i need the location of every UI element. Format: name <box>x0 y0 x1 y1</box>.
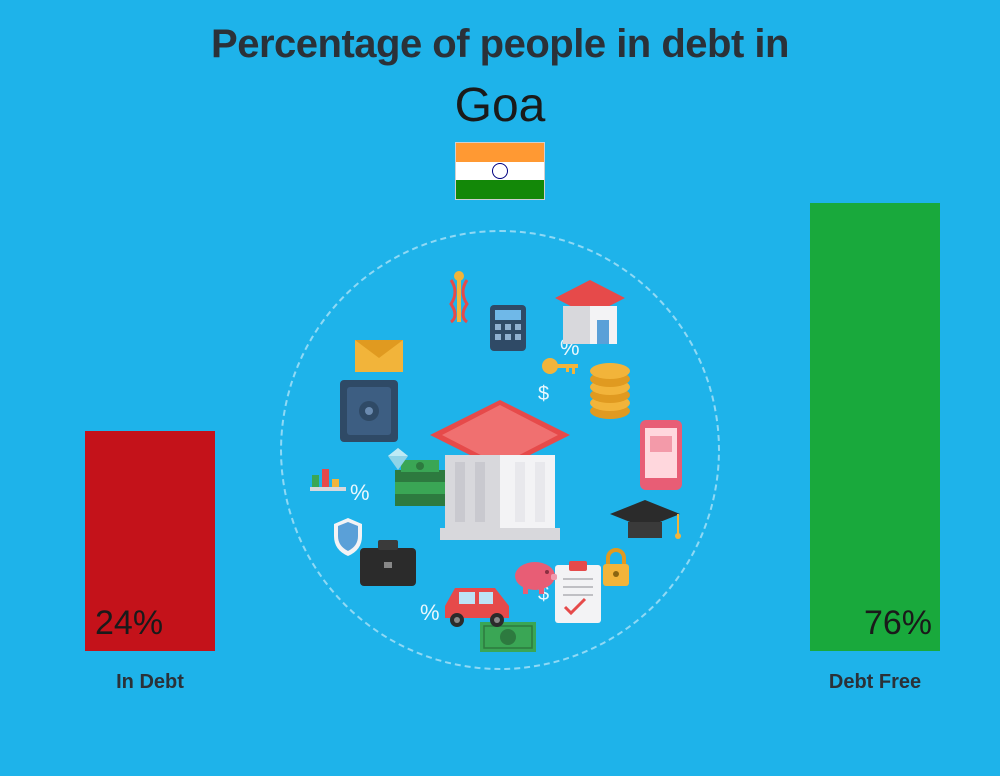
bar-in-debt-value: 24% <box>95 604 163 643</box>
bar-in-debt-caption: In Debt <box>116 671 184 694</box>
bar-debt-free-value: 76% <box>864 604 932 643</box>
page-title: Percentage of people in debt in <box>0 22 1000 67</box>
finance-illustration: % % % $ $ <box>280 230 720 670</box>
dotted-circle <box>280 230 720 670</box>
bar-debt-free-caption: Debt Free <box>829 671 921 694</box>
bar-debt-free-rect: 76% <box>810 203 940 651</box>
bar-in-debt-rect: 24% <box>85 431 215 651</box>
bar-debt-free: 76% Debt Free <box>810 203 940 694</box>
bar-in-debt: 24% In Debt <box>85 431 215 694</box>
page-subtitle: Goa <box>0 78 1000 133</box>
india-flag-icon <box>455 142 545 200</box>
